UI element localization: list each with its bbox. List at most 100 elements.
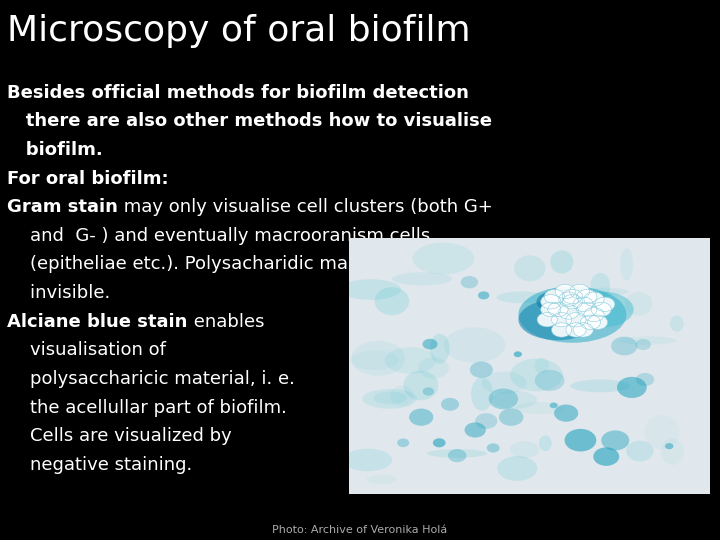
Text: polysaccharicic material, i. e.: polysaccharicic material, i. e.	[7, 370, 295, 388]
Circle shape	[588, 315, 608, 329]
Circle shape	[489, 388, 518, 409]
Circle shape	[566, 313, 586, 327]
Text: negative staining.: negative staining.	[7, 456, 192, 474]
Circle shape	[566, 323, 586, 337]
Text: invisible.: invisible.	[7, 284, 110, 302]
Ellipse shape	[374, 287, 409, 315]
Circle shape	[555, 284, 575, 299]
Ellipse shape	[366, 475, 397, 484]
Ellipse shape	[626, 441, 654, 461]
Circle shape	[441, 398, 459, 411]
Circle shape	[562, 294, 582, 309]
Ellipse shape	[510, 441, 539, 458]
Ellipse shape	[510, 359, 563, 392]
Text: biofilm.: biofilm.	[7, 141, 103, 159]
Ellipse shape	[413, 242, 474, 274]
Ellipse shape	[539, 435, 552, 451]
Ellipse shape	[418, 357, 449, 379]
Ellipse shape	[392, 272, 452, 286]
Ellipse shape	[427, 449, 487, 458]
Ellipse shape	[570, 380, 630, 393]
Text: Cells are visualized by: Cells are visualized by	[7, 427, 232, 445]
Ellipse shape	[498, 456, 537, 481]
Ellipse shape	[534, 358, 549, 373]
Circle shape	[595, 297, 615, 312]
Ellipse shape	[536, 289, 594, 314]
Ellipse shape	[590, 273, 610, 299]
Ellipse shape	[572, 291, 603, 300]
Ellipse shape	[471, 377, 493, 411]
Ellipse shape	[497, 292, 546, 303]
Ellipse shape	[516, 402, 566, 414]
Text: For oral biofilm:: For oral biofilm:	[7, 170, 168, 187]
Ellipse shape	[620, 248, 633, 281]
Ellipse shape	[351, 350, 399, 370]
Ellipse shape	[403, 371, 438, 400]
Ellipse shape	[482, 372, 526, 394]
Ellipse shape	[569, 292, 634, 327]
Circle shape	[564, 429, 596, 451]
Circle shape	[577, 303, 600, 320]
Circle shape	[577, 289, 597, 304]
Circle shape	[552, 313, 572, 327]
Circle shape	[617, 377, 647, 398]
Circle shape	[554, 404, 578, 422]
Text: and  G- ) and eventually macrooranism cells: and G- ) and eventually macrooranism cel…	[7, 227, 431, 245]
Ellipse shape	[384, 347, 436, 374]
Circle shape	[548, 302, 568, 316]
Text: visualisation of: visualisation of	[7, 341, 166, 359]
Circle shape	[665, 443, 673, 449]
Circle shape	[537, 313, 557, 327]
Circle shape	[448, 449, 467, 462]
Text: Gram stain: Gram stain	[7, 198, 118, 216]
Ellipse shape	[390, 386, 413, 406]
Ellipse shape	[619, 336, 677, 345]
Ellipse shape	[518, 299, 598, 340]
Circle shape	[397, 438, 409, 447]
Text: the acellullar part of biofilm.: the acellullar part of biofilm.	[7, 399, 287, 416]
Circle shape	[544, 289, 564, 304]
Circle shape	[487, 443, 500, 453]
Ellipse shape	[362, 389, 417, 409]
Circle shape	[470, 361, 493, 378]
Ellipse shape	[670, 315, 683, 332]
Text: enables: enables	[188, 313, 264, 330]
Circle shape	[611, 336, 637, 355]
Circle shape	[549, 402, 558, 408]
Text: Photo: Archive of Veronika Holá: Photo: Archive of Veronika Holá	[272, 525, 448, 535]
Circle shape	[559, 292, 579, 306]
Ellipse shape	[550, 251, 573, 274]
Circle shape	[423, 339, 438, 349]
Ellipse shape	[514, 255, 546, 281]
Text: may only visualise cell clusters (both G+: may only visualise cell clusters (both G…	[118, 198, 492, 216]
Ellipse shape	[644, 415, 680, 449]
Circle shape	[514, 352, 522, 357]
Ellipse shape	[374, 392, 407, 404]
Circle shape	[541, 302, 561, 316]
Circle shape	[584, 307, 604, 322]
Circle shape	[636, 339, 651, 350]
Circle shape	[544, 288, 566, 305]
Circle shape	[478, 292, 490, 300]
Text: Besides official methods for biofilm detection: Besides official methods for biofilm det…	[7, 84, 469, 102]
Circle shape	[423, 387, 434, 396]
Circle shape	[433, 438, 446, 447]
Circle shape	[461, 276, 478, 288]
Circle shape	[499, 408, 523, 426]
Circle shape	[535, 370, 564, 391]
Circle shape	[464, 422, 486, 437]
Circle shape	[580, 315, 600, 329]
Text: (epitheliae etc.). Polysacharidic masses remain: (epitheliae etc.). Polysacharidic masses…	[7, 255, 456, 273]
Ellipse shape	[351, 341, 405, 376]
Circle shape	[552, 323, 572, 337]
Ellipse shape	[625, 292, 652, 316]
Circle shape	[636, 373, 654, 386]
Ellipse shape	[491, 391, 537, 409]
Circle shape	[584, 292, 604, 306]
Circle shape	[577, 302, 597, 316]
Ellipse shape	[577, 288, 629, 295]
Circle shape	[573, 297, 593, 312]
Circle shape	[573, 323, 593, 337]
Ellipse shape	[661, 438, 684, 465]
Circle shape	[475, 413, 498, 429]
